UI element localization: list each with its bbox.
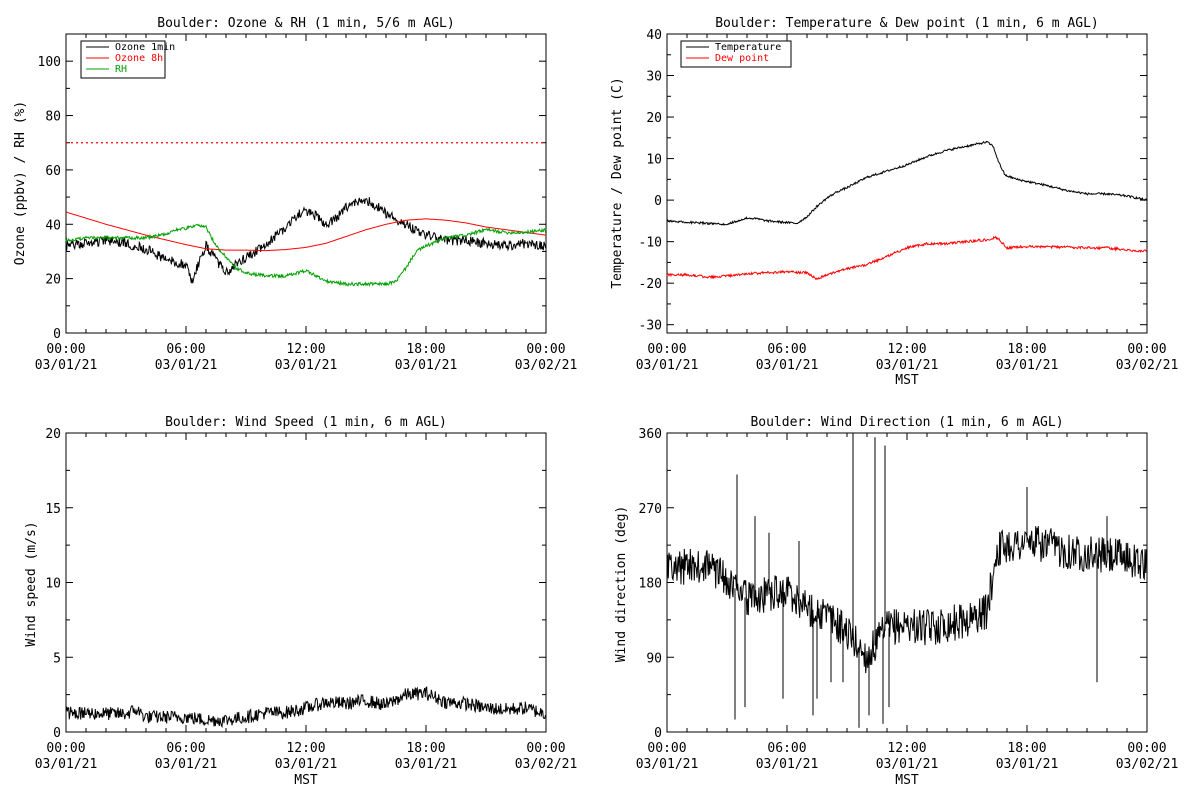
x-tick-label-time: 18:00 <box>1007 342 1046 357</box>
x-tick-label-date: 03/02/21 <box>515 757 578 772</box>
y-tick-label: 90 <box>646 651 662 666</box>
y-tick-label: 0 <box>53 726 61 741</box>
y-tick-label: -20 <box>639 277 662 292</box>
y-axis-label: Ozone (ppbv) / RH (%) <box>13 101 28 265</box>
x-tick-label-date: 03/01/21 <box>996 358 1059 373</box>
x-tick-label-time: 18:00 <box>1007 741 1046 756</box>
y-tick-label: 0 <box>654 194 662 209</box>
series-line-temperature <box>666 140 1148 226</box>
panel-wind-direction: Boulder: Wind Direction (1 min, 6 m AGL)… <box>614 415 1178 788</box>
x-tick-label-time: 12:00 <box>286 741 325 756</box>
panel-wind-speed: Boulder: Wind Speed (1 min, 6 m AGL) Win… <box>24 415 577 788</box>
series-line-dew-point <box>666 235 1148 281</box>
x-tick-label-date: 03/01/21 <box>395 757 458 772</box>
x-tick-label-time: 00:00 <box>1127 741 1166 756</box>
plot-frame <box>65 33 547 334</box>
x-tick-label-date: 03/02/21 <box>515 358 578 373</box>
x-tick-label-date: 03/01/21 <box>876 358 939 373</box>
x-tick-label-date: 03/01/21 <box>35 358 98 373</box>
x-tick-label-date: 03/01/21 <box>636 358 699 373</box>
x-tick-label-date: 03/01/21 <box>275 757 338 772</box>
plot-frame <box>666 33 1148 334</box>
x-tick-label-date: 03/02/21 <box>1116 358 1179 373</box>
y-axis-label: Temperature / Dew point (C) <box>610 77 625 288</box>
y-tick-label: 270 <box>639 502 662 517</box>
y-axis-label: Wind direction (deg) <box>614 506 629 663</box>
x-tick-label-date: 03/01/21 <box>756 757 819 772</box>
series-line-rh <box>65 223 547 288</box>
y-tick-label: -10 <box>639 236 662 251</box>
y-tick-label: 360 <box>639 427 662 442</box>
x-tick-label-date: 03/01/21 <box>756 358 819 373</box>
legend-entry: Ozone 8h <box>115 53 163 64</box>
y-tick-label: 40 <box>646 28 662 43</box>
x-tick-label-date: 03/01/21 <box>35 757 98 772</box>
x-axis-label: MST <box>294 773 318 788</box>
x-tick-label-date: 03/01/21 <box>395 358 458 373</box>
x-tick-label-date: 03/01/21 <box>996 757 1059 772</box>
y-tick-label: 180 <box>639 577 662 592</box>
chart-title: Boulder: Ozone & RH (1 min, 5/6 m AGL) <box>157 16 454 31</box>
x-axis-label: MST <box>895 373 919 388</box>
panel-temperature-dewpoint: Boulder: Temperature & Dew point (1 min,… <box>610 16 1178 388</box>
y-tick-label: 100 <box>38 55 61 70</box>
y-tick-label: -30 <box>639 319 662 334</box>
x-tick-label-time: 12:00 <box>887 342 926 357</box>
legend-entry: Temperature <box>715 42 781 53</box>
chart-title: Boulder: Wind Speed (1 min, 6 m AGL) <box>165 415 447 430</box>
y-tick-label: 40 <box>45 218 61 233</box>
x-tick-label-date: 03/01/21 <box>155 757 218 772</box>
x-axis-label: MST <box>895 773 919 788</box>
y-tick-label: 60 <box>45 164 61 179</box>
x-tick-label-date: 03/01/21 <box>155 358 218 373</box>
chart-title: Boulder: Temperature & Dew point (1 min,… <box>715 16 1099 31</box>
x-tick-label-time: 00:00 <box>526 342 565 357</box>
y-tick-label: 10 <box>45 577 61 592</box>
series-line-data0 <box>666 526 1148 674</box>
plot-frame <box>666 432 1148 733</box>
series-line-data1 <box>734 433 1108 728</box>
plot-frame <box>65 432 547 733</box>
y-tick-label: 0 <box>654 726 662 741</box>
legend-entry: Dew point <box>715 53 769 64</box>
legend-entry: Ozone 1min <box>115 42 175 53</box>
legend-box <box>680 40 792 68</box>
x-tick-label-date: 03/01/21 <box>275 358 338 373</box>
x-tick-label-date: 03/01/21 <box>636 757 699 772</box>
x-tick-label-time: 06:00 <box>767 342 806 357</box>
y-tick-label: 10 <box>646 153 662 168</box>
y-axis-label: Wind speed (m/s) <box>24 521 39 646</box>
series-line-ozone-8h <box>65 211 546 252</box>
y-tick-label: 80 <box>45 110 61 125</box>
y-tick-label: 20 <box>646 111 662 126</box>
x-tick-label-time: 06:00 <box>166 741 205 756</box>
x-tick-label-time: 00:00 <box>46 741 85 756</box>
x-tick-label-time: 18:00 <box>406 342 445 357</box>
x-tick-label-time: 00:00 <box>1127 342 1166 357</box>
chart-title: Boulder: Wind Direction (1 min, 6 m AGL) <box>750 415 1063 430</box>
y-tick-label: 0 <box>53 327 61 342</box>
x-tick-label-time: 00:00 <box>647 741 686 756</box>
y-tick-label: 20 <box>45 427 61 442</box>
x-tick-label-date: 03/01/21 <box>876 757 939 772</box>
x-tick-label-time: 12:00 <box>286 342 325 357</box>
x-tick-label-time: 06:00 <box>767 741 806 756</box>
legend-entry: RH <box>115 64 127 75</box>
x-tick-label-time: 06:00 <box>166 342 205 357</box>
x-tick-label-time: 12:00 <box>887 741 926 756</box>
x-tick-label-time: 00:00 <box>526 741 565 756</box>
y-tick-label: 15 <box>45 502 61 517</box>
y-tick-label: 5 <box>53 651 61 666</box>
x-tick-label-time: 00:00 <box>46 342 85 357</box>
y-tick-label: 30 <box>646 70 662 85</box>
series-line-data0 <box>65 686 547 729</box>
y-tick-label: 20 <box>45 273 61 288</box>
x-tick-label-date: 03/02/21 <box>1116 757 1179 772</box>
panel-ozone-rh: Boulder: Ozone & RH (1 min, 5/6 m AGL) O… <box>13 16 577 373</box>
x-tick-label-time: 00:00 <box>647 342 686 357</box>
x-tick-label-time: 18:00 <box>406 741 445 756</box>
